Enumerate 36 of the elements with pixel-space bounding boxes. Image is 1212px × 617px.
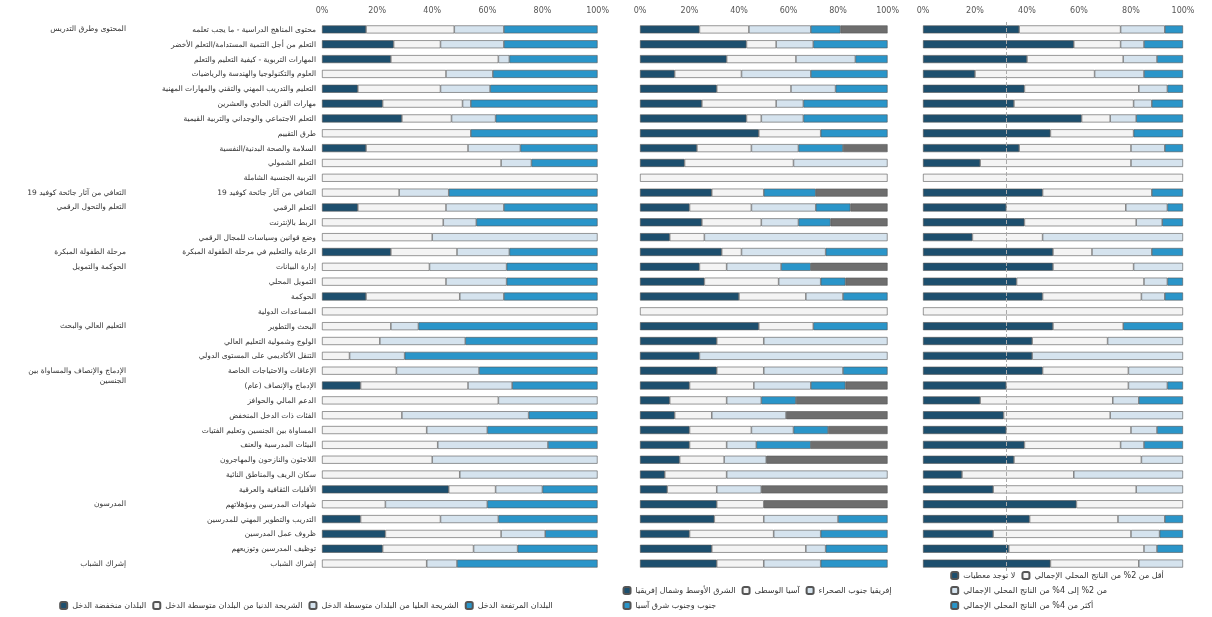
x-tick-label: 100% xyxy=(586,5,610,15)
legend-label: جنوب وجنوب شرق آسيا xyxy=(635,600,717,610)
legend-label: البلدان منخفضة الدخل xyxy=(72,601,147,610)
x-tick-label: 100% xyxy=(876,5,900,15)
x-tick-label: 0% xyxy=(916,5,930,15)
legend-label: إفريقيا جنوب الصحراء xyxy=(818,586,892,596)
bar xyxy=(923,173,1183,182)
legend-label: لا توجد معطيات xyxy=(963,571,1016,580)
x-tick-label: 80% xyxy=(829,5,848,15)
x-tick-label: 0% xyxy=(633,5,647,15)
x-tick-label: 60% xyxy=(478,5,497,15)
x-tick-label: 40% xyxy=(730,5,749,15)
legend-label: أكثر من 4% من الناتج المحلي الإجمالي xyxy=(963,600,1094,611)
x-tick-label: 80% xyxy=(533,5,552,15)
bar xyxy=(640,307,888,316)
bar xyxy=(322,173,598,182)
bar xyxy=(640,173,888,182)
x-tick-label: 60% xyxy=(1070,5,1089,15)
legend-label: الشريحة الدنيا من البلدان متوسطة الدخل xyxy=(165,601,303,610)
legend-label: الشريحة العليا من البلدان متوسطة الدخل xyxy=(321,601,459,610)
legend-label: الشرق الأوسط وشمال إفريقيا xyxy=(635,585,736,596)
x-tick-label: 20% xyxy=(680,5,699,15)
legend-label: أقل من 2% من الناتج المحلي الإجمالي xyxy=(1034,570,1164,581)
bar xyxy=(322,307,598,316)
x-tick-label: 100% xyxy=(1171,5,1195,15)
x-tick-label: 80% xyxy=(1122,5,1141,15)
x-tick-label: 40% xyxy=(1018,5,1037,15)
x-tick-label: 0% xyxy=(315,5,329,15)
legend-label: آسيا الوسطى xyxy=(754,585,801,595)
legend-label: من 2% إلى 4% من الناتج المحلي الإجمالي xyxy=(963,586,1108,596)
legend-label: البلدان المرتفعة الدخل xyxy=(477,601,553,610)
x-tick-label: 20% xyxy=(368,5,387,15)
x-tick-label: 60% xyxy=(779,5,798,15)
x-tick-label: 40% xyxy=(423,5,442,15)
x-tick-label: 20% xyxy=(966,5,985,15)
bar xyxy=(923,307,1183,316)
